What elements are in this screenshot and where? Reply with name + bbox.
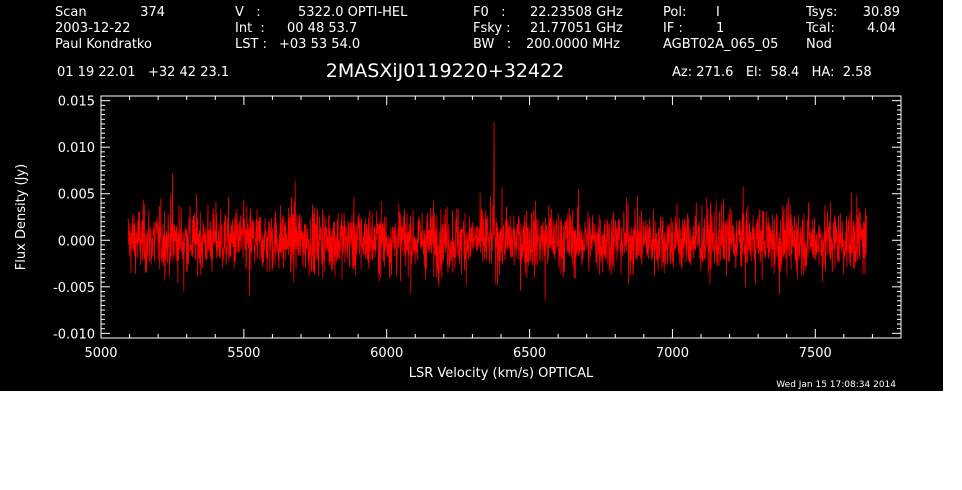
y-tick-label: -0.010: [53, 327, 95, 342]
plot-timestamp: Wed Jan 15 17:08:34 2014: [776, 380, 896, 390]
y-tick-label: 0.015: [58, 95, 95, 110]
if-label: IF :: [663, 21, 683, 36]
sky-frequency-value: 21.77051 GHz: [530, 21, 623, 36]
spectrum-chart: 5000 5500 6000 6500 7000 7500 -0.010 -0.005 0.00…: [14, 95, 902, 381]
ticks-layer: 5000 5500 6000 6500 7000 7500 -0.010 -0.005 0.00…: [53, 95, 901, 361]
rest-frequency-value: 22.23508 GHz: [530, 5, 623, 20]
rest-frequency-label: F0 :: [473, 5, 506, 20]
y-tick-label: 0.010: [58, 141, 95, 156]
bandwidth-label: BW :: [473, 37, 512, 52]
lst-label: LST :: [235, 37, 267, 52]
x-tick-label: 7000: [656, 346, 689, 361]
lst-value: +03 53 54.0: [279, 37, 361, 52]
y-tick-label: 0.000: [58, 234, 95, 249]
tsys-value: 30.89: [862, 5, 900, 20]
x-tick-label: 5000: [84, 346, 117, 361]
velocity-label: V :: [235, 5, 261, 20]
if-value: 1: [716, 21, 725, 36]
tsys-label: Tsys:: [806, 5, 838, 20]
spectrum-plot-window: Scan 374 2003-12-22 Paul Kondratko V : 5…: [0, 0, 943, 391]
x-tick-label: 6000: [370, 346, 403, 361]
y-tick-label: -0.005: [53, 281, 95, 296]
tcal-label: Tcal:: [806, 21, 835, 36]
observer-name: Paul Kondratko: [55, 37, 152, 52]
pointing-info: Az: 271.6 El: 58.4 HA: 2.58: [672, 65, 872, 80]
bandwidth-value: 200.0000 MHz: [526, 37, 620, 52]
spectrum-layer: [127, 122, 868, 301]
y-axis-label: Flux Density (Jy): [14, 164, 29, 270]
sky-frequency-label: Fsky :: [473, 21, 511, 36]
velocity-value: 5322.0 OPTI-HEL: [298, 5, 408, 20]
project-id: AGBT02A_065_05: [663, 37, 779, 52]
x-tick-label: 5500: [227, 346, 260, 361]
scan-number: 374: [140, 5, 165, 20]
polarization-label: Pol:: [663, 5, 687, 20]
switching-mode: Nod: [806, 37, 832, 52]
tcal-value: 4.04: [867, 21, 896, 36]
y-tick-label: 0.005: [58, 188, 95, 203]
x-tick-label: 7500: [799, 346, 832, 361]
source-coordinates: 01 19 22.01 +32 42 23.1: [57, 65, 230, 80]
scan-label: Scan: [55, 5, 87, 20]
x-axis-label: LSR Velocity (km/s) OPTICAL: [409, 366, 594, 381]
source-name: 2MASXiJ0119220+32422: [325, 60, 565, 82]
observation-date: 2003-12-22: [55, 21, 131, 36]
x-tick-label: 6500: [513, 346, 546, 361]
integration-value: 00 48 53.7: [287, 21, 358, 36]
spectrum-line: [127, 122, 868, 301]
integration-label: Int :: [235, 21, 265, 36]
polarization-value: I: [716, 5, 720, 20]
